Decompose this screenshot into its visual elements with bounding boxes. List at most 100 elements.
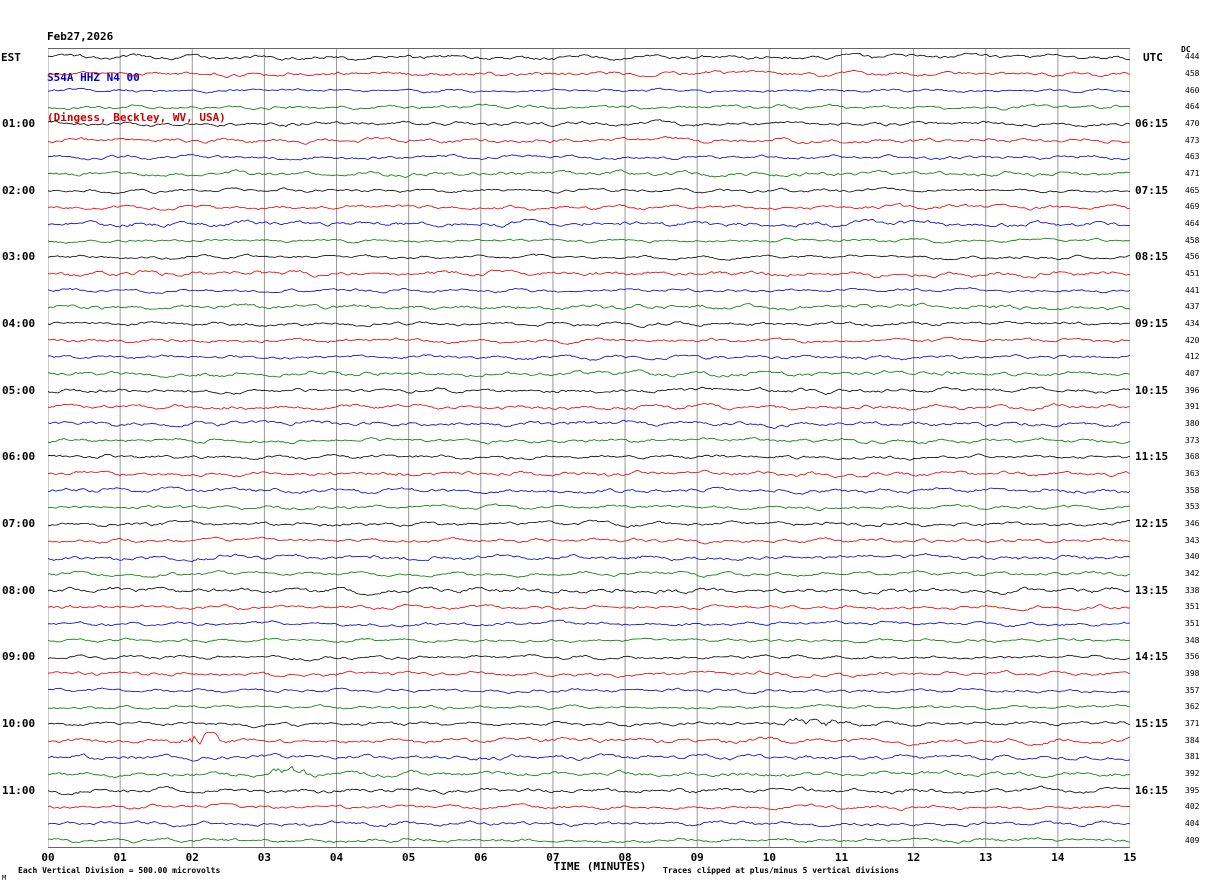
utc-hour-label: 07:15 — [1135, 183, 1169, 197]
dc-value: 465 — [1185, 185, 1200, 195]
trace-row-45-red — [48, 803, 1130, 812]
trace-row-7-green — [48, 169, 1130, 178]
dc-value: 412 — [1185, 352, 1200, 362]
dc-value: 464 — [1185, 218, 1200, 228]
dc-value: 451 — [1185, 268, 1200, 278]
trace-row-22-blue — [48, 419, 1130, 430]
dc-value: 444 — [1185, 52, 1200, 62]
dc-value: 469 — [1185, 202, 1200, 212]
est-hour-label: 06:00 — [2, 450, 36, 464]
trace-row-40-black — [48, 717, 1130, 729]
trace-row-37-red — [48, 670, 1130, 679]
dc-value: 470 — [1185, 118, 1200, 128]
est-hour-label: 09:00 — [2, 650, 36, 664]
dc-value: 456 — [1185, 252, 1200, 262]
dc-value: 343 — [1185, 535, 1200, 545]
minute-tick-label: 00 — [41, 851, 55, 864]
dc-value: 402 — [1185, 802, 1200, 812]
trace-row-36-black — [48, 654, 1130, 662]
trace-row-32-black — [48, 586, 1130, 596]
trace-row-1-red — [48, 69, 1130, 78]
utc-hour-label: 13:15 — [1135, 583, 1169, 597]
dc-value: 395 — [1185, 785, 1200, 795]
location-text: (Dingess, Beckley, WV, USA) — [47, 111, 226, 124]
dc-value: 348 — [1185, 635, 1200, 645]
trace-row-8-black — [48, 187, 1130, 195]
est-hour-label: 07:00 — [2, 516, 36, 530]
minute-tick-label: 11 — [834, 851, 849, 864]
minute-tick-label: 06 — [474, 851, 488, 864]
dc-value: 346 — [1185, 518, 1200, 528]
dc-value: 441 — [1185, 285, 1200, 295]
est-hour-label: 10:00 — [2, 716, 36, 730]
dc-value: 458 — [1185, 235, 1200, 245]
trace-row-46-blue — [48, 820, 1130, 828]
trace-row-16-black — [48, 321, 1130, 328]
est-hour-label: 02:00 — [2, 183, 36, 197]
minute-tick-label: 12 — [906, 851, 921, 864]
trace-row-41-red — [48, 732, 1130, 747]
utc-hour-label: 16:15 — [1135, 783, 1169, 797]
trace-row-44-black — [48, 785, 1130, 796]
minute-tick-label: 13 — [979, 851, 993, 864]
est-hour-label: 11:00 — [2, 783, 36, 797]
trace-row-35-green — [48, 637, 1130, 644]
minute-tick-label: 07 — [546, 851, 560, 864]
utc-hour-label: 12:15 — [1135, 516, 1169, 530]
trace-row-21-red — [48, 402, 1130, 411]
dc-value: 357 — [1185, 685, 1200, 695]
est-hour-label: 03:00 — [2, 250, 36, 264]
trace-row-11-green — [48, 237, 1130, 244]
dc-value: 356 — [1185, 652, 1200, 662]
dc-value: 353 — [1185, 502, 1200, 512]
dc-value: 398 — [1185, 668, 1200, 678]
est-hour-label: 01:00 — [2, 116, 36, 130]
corner-mark: M — [2, 874, 7, 882]
dc-value: 471 — [1185, 168, 1200, 178]
dc-value: 473 — [1185, 135, 1200, 145]
dc-value: 384 — [1185, 735, 1200, 745]
trace-row-14-blue — [48, 287, 1130, 294]
dc-value: 351 — [1185, 602, 1200, 612]
dc-value: 338 — [1185, 585, 1200, 595]
est-hour-label: 04:00 — [2, 316, 36, 330]
trace-row-24-black — [48, 453, 1130, 461]
trace-row-43-green — [48, 765, 1130, 779]
trace-row-26-blue — [48, 486, 1130, 495]
utc-hour-label: 10:15 — [1135, 383, 1169, 397]
dc-value: 380 — [1185, 418, 1200, 428]
dc-value: 437 — [1185, 302, 1200, 312]
dc-value: 381 — [1185, 752, 1200, 762]
dc-value: 342 — [1185, 568, 1200, 578]
trace-row-15-green — [48, 302, 1130, 311]
trace-row-13-red — [48, 269, 1130, 279]
dc-value: 464 — [1185, 102, 1200, 112]
est-hour-label: 08:00 — [2, 583, 36, 597]
dc-value: 409 — [1185, 835, 1200, 845]
est-timezone-label: EST — [1, 51, 21, 64]
dc-column-label: DC — [1181, 45, 1191, 54]
utc-hour-label: 15:15 — [1135, 716, 1169, 730]
minute-tick-label: 05 — [402, 851, 416, 864]
trace-row-9-red — [48, 203, 1130, 211]
dc-value: 463 — [1185, 152, 1200, 162]
vertical-division-note: Each Vertical Division = 500.00 microvol… — [18, 866, 221, 875]
trace-row-2-blue — [48, 87, 1130, 94]
dc-value: 358 — [1185, 485, 1200, 495]
trace-row-39-green — [48, 703, 1130, 711]
trace-row-20-black — [48, 386, 1130, 396]
trace-row-33-red — [48, 604, 1130, 612]
minute-tick-label: 03 — [257, 851, 272, 864]
dc-value: 351 — [1185, 618, 1200, 628]
utc-hour-label: 09:15 — [1135, 316, 1169, 330]
trace-row-19-green — [48, 369, 1130, 378]
trace-row-0-black — [48, 52, 1130, 61]
dc-value: 371 — [1185, 718, 1200, 728]
clip-note: Traces clipped at plus/minus 5 vertical … — [663, 866, 900, 875]
trace-row-17-red — [48, 336, 1130, 345]
trace-row-3-green — [48, 103, 1130, 111]
trace-row-28-black — [48, 519, 1130, 528]
dc-value: 407 — [1185, 368, 1200, 378]
dc-value: 368 — [1185, 452, 1200, 462]
